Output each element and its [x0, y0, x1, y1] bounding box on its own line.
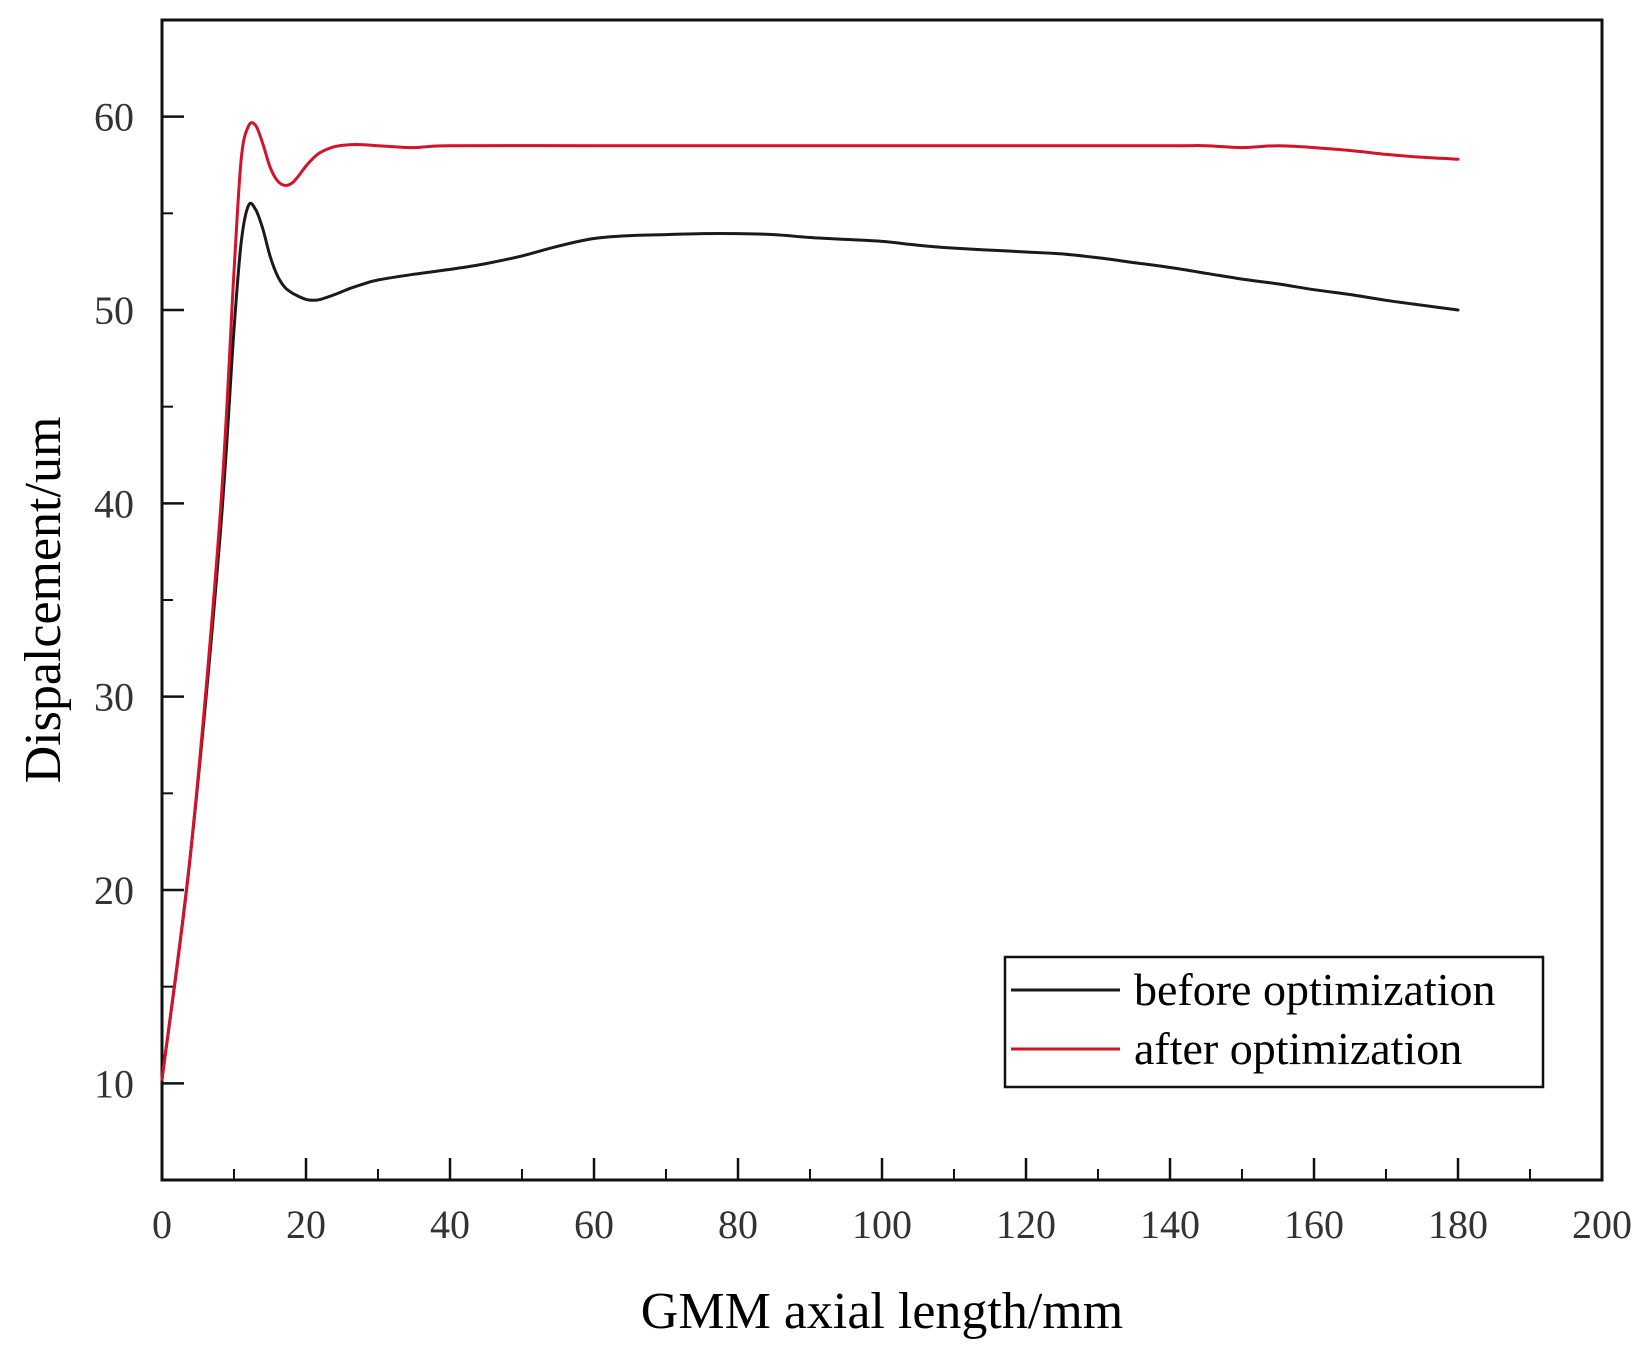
series-layer	[160, 121, 1460, 1081]
x-tick-label: 120	[996, 1202, 1056, 1247]
y-tick-label: 50	[94, 288, 134, 333]
legend-box	[1003, 955, 1545, 1089]
x-tick-label: 200	[1572, 1202, 1632, 1247]
y-tick-label: 30	[94, 675, 134, 720]
legend: before optimization after optimization	[1003, 955, 1545, 1089]
legend-label-after-optimization: after optimization	[1134, 1023, 1462, 1074]
y-axis-ticks: 10 20 30 40 50 60	[94, 19, 184, 1181]
y-axis-title: Dispalcement/um	[15, 417, 72, 784]
y-tick-label: 60	[94, 95, 134, 140]
y-tick-label: 10	[94, 1061, 134, 1106]
x-tick-label: 20	[286, 1202, 326, 1247]
x-tick-label: 40	[430, 1202, 470, 1247]
legend-label-before-optimization: before optimization	[1134, 964, 1496, 1015]
x-axis-ticks: 0 20 40 60 80 100 120 140 160 180 200	[152, 1158, 1632, 1247]
x-tick-label: 80	[718, 1202, 758, 1247]
x-axis-title: GMM axial length/mm	[641, 1283, 1123, 1340]
x-tick-label: 100	[852, 1202, 912, 1247]
x-tick-label: 160	[1284, 1202, 1344, 1247]
x-tick-label: 140	[1140, 1202, 1200, 1247]
x-tick-label: 0	[152, 1202, 172, 1247]
y-tick-label: 20	[94, 868, 134, 913]
series-line-after-optimization	[160, 121, 1460, 1081]
x-tick-label: 180	[1428, 1202, 1488, 1247]
y-tick-label: 40	[94, 481, 134, 526]
x-tick-label: 60	[574, 1202, 614, 1247]
series-line-before-optimization	[160, 201, 1460, 1081]
